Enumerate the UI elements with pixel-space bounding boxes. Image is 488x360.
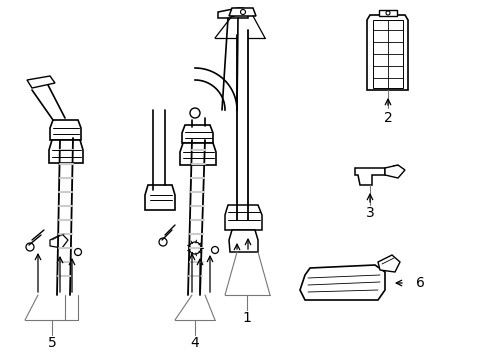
Text: 3: 3	[365, 206, 374, 220]
Polygon shape	[50, 234, 68, 248]
Text: 1: 1	[242, 311, 251, 325]
Polygon shape	[180, 143, 216, 165]
Polygon shape	[49, 140, 83, 163]
Polygon shape	[372, 20, 402, 88]
Text: 4: 4	[190, 336, 199, 350]
Polygon shape	[218, 8, 247, 18]
Circle shape	[159, 238, 167, 246]
Polygon shape	[377, 255, 399, 272]
Circle shape	[74, 248, 81, 256]
Polygon shape	[384, 165, 404, 178]
Circle shape	[190, 108, 200, 118]
Polygon shape	[366, 15, 407, 90]
Circle shape	[189, 242, 201, 254]
Polygon shape	[182, 125, 213, 143]
Polygon shape	[50, 120, 81, 140]
Text: 6: 6	[415, 276, 424, 290]
Text: 5: 5	[47, 336, 56, 350]
Circle shape	[385, 11, 389, 15]
Circle shape	[26, 243, 34, 251]
Polygon shape	[27, 76, 55, 88]
Polygon shape	[228, 8, 256, 16]
Polygon shape	[378, 10, 396, 16]
Circle shape	[191, 150, 201, 160]
Polygon shape	[224, 205, 262, 230]
Circle shape	[240, 9, 245, 14]
Circle shape	[206, 152, 213, 158]
Polygon shape	[354, 168, 384, 185]
Text: 2: 2	[383, 111, 391, 125]
Circle shape	[211, 247, 218, 253]
Polygon shape	[299, 265, 384, 300]
Circle shape	[230, 12, 235, 17]
Polygon shape	[228, 230, 258, 252]
Polygon shape	[145, 185, 175, 210]
